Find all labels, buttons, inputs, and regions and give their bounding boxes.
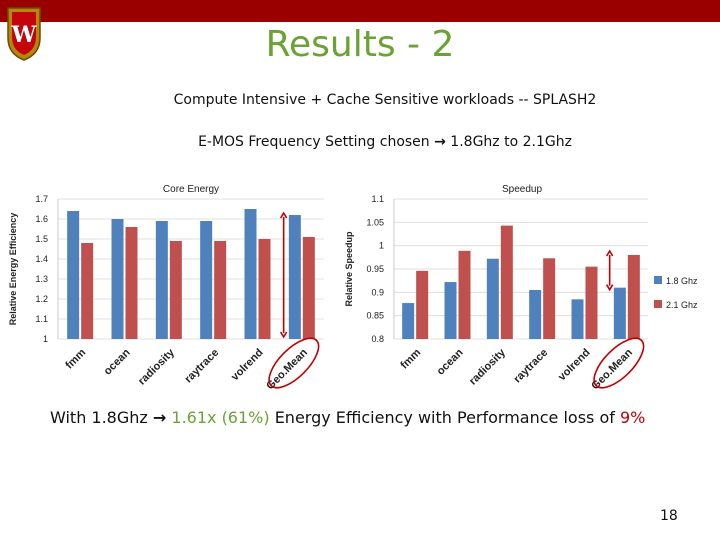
- legend-label: 2.1 Ghz: [666, 300, 698, 310]
- arrow-icon: →: [152, 408, 167, 427]
- y-tick-label: 0.8: [371, 334, 384, 344]
- top-banner: [0, 0, 720, 22]
- y-tick-label: 1: [43, 334, 48, 344]
- bar-2.1ghz: [258, 239, 271, 339]
- legend-swatch: [654, 276, 662, 284]
- x-tick-label: fmm: [63, 346, 88, 371]
- bar-1.8ghz: [486, 258, 499, 339]
- bar-2.1ghz: [169, 241, 182, 339]
- summary-middle: Energy Efficiency with Performance loss …: [269, 408, 620, 427]
- y-tick-label: 1: [379, 241, 384, 251]
- bar-2.1ghz: [458, 250, 471, 339]
- summary-line: With 1.8Ghz → 1.61x (61%) Energy Efficie…: [50, 408, 645, 427]
- y-tick-label: 1.6: [35, 214, 48, 224]
- bar-1.8ghz: [67, 211, 80, 339]
- x-tick-label: volrend: [229, 347, 266, 384]
- bar-2.1ghz: [125, 227, 138, 339]
- y-tick-label: 1.5: [35, 234, 48, 244]
- bar-1.8ghz: [244, 209, 257, 339]
- slide-title: Results - 2: [265, 24, 455, 65]
- bar-2.1ghz: [500, 225, 513, 339]
- bar-1.8ghz: [613, 287, 626, 339]
- bar-2.1ghz: [585, 266, 598, 339]
- bar-2.1ghz: [627, 255, 640, 339]
- legend-swatch: [654, 300, 662, 308]
- arrow-head-up-icon: [605, 249, 614, 257]
- y-tick-label: 1.05: [366, 217, 384, 227]
- chart-title: Speedup: [502, 184, 542, 195]
- x-tick-label: raytrace: [512, 347, 551, 386]
- x-tick-label: ocean: [102, 346, 133, 377]
- summary-prefix: With 1.8Ghz: [50, 408, 153, 427]
- subtitle-workloads: Compute Intensive + Cache Sensitive work…: [173, 92, 597, 108]
- y-tick-label: 1.7: [35, 194, 48, 204]
- y-tick-label: 1.1: [371, 194, 384, 204]
- bar-2.1ghz: [416, 270, 429, 339]
- performance-loss: 9%: [619, 408, 646, 427]
- legend-label: 1.8 Ghz: [666, 276, 698, 286]
- bar-1.8ghz: [571, 299, 584, 339]
- arrow-head-down-icon: [279, 331, 288, 339]
- subtitle-frequency: E-MOS Frequency Setting chosen → 1.8Ghz …: [0, 134, 720, 150]
- bar-1.8ghz: [529, 290, 542, 339]
- x-tick-label: radiosity: [467, 346, 509, 388]
- bar-2.1ghz: [81, 243, 94, 339]
- x-tick-label: ocean: [435, 346, 466, 377]
- university-crest-logo: W: [7, 7, 41, 61]
- x-tick-label: volrend: [556, 347, 593, 384]
- bar-2.1ghz: [543, 258, 556, 339]
- y-tick-label: 0.85: [366, 311, 384, 321]
- arrow-head-up-icon: [279, 211, 288, 219]
- y-axis-label: Relative Speedup: [344, 231, 354, 307]
- bar-1.8ghz: [155, 221, 168, 339]
- x-tick-label: radiosity: [136, 346, 178, 388]
- bar-2.1ghz: [214, 241, 227, 339]
- y-tick-label: 1.2: [35, 294, 48, 304]
- y-tick-label: 1.4: [35, 254, 48, 264]
- core-energy-chart: Core Energy Relative Energy Efficiency 1 1.…: [8, 184, 324, 392]
- bar-1.8ghz: [200, 221, 213, 339]
- arrow-head-down-icon: [605, 284, 614, 292]
- bar-1.8ghz: [111, 219, 124, 339]
- y-tick-label: 0.95: [366, 264, 384, 274]
- arrow-icon: →: [434, 134, 446, 150]
- speedup-chart: Speedup Relative Speedup 0.8 0.85 0.9 0.95 1 1.…: [344, 184, 698, 392]
- x-tick-label: fmm: [398, 346, 423, 371]
- x-tick-label: raytrace: [183, 347, 222, 386]
- svg-text:W: W: [11, 22, 37, 48]
- geomean-highlight-circle: [593, 337, 645, 389]
- subtitle-frequency-prefix: E-MOS Frequency Setting chosen: [198, 134, 435, 150]
- chart-title: Core Energy: [163, 184, 219, 195]
- subtitle-frequency-suffix: 1.8Ghz to 2.1Ghz: [445, 134, 572, 150]
- y-axis-label: Relative Energy Efficiency: [8, 213, 18, 326]
- y-tick-label: 1.3: [35, 274, 48, 284]
- bar-1.8ghz: [402, 303, 415, 339]
- efficiency-highlight: 1.61x (61%): [166, 408, 270, 427]
- page-number: 18: [660, 508, 678, 524]
- y-tick-label: 1.1: [35, 314, 48, 324]
- bar-1.8ghz: [444, 282, 457, 339]
- bar-2.1ghz: [302, 237, 315, 339]
- geomean-highlight-circle: [268, 337, 320, 389]
- bar-1.8ghz: [288, 215, 301, 339]
- y-tick-label: 0.9: [371, 287, 384, 297]
